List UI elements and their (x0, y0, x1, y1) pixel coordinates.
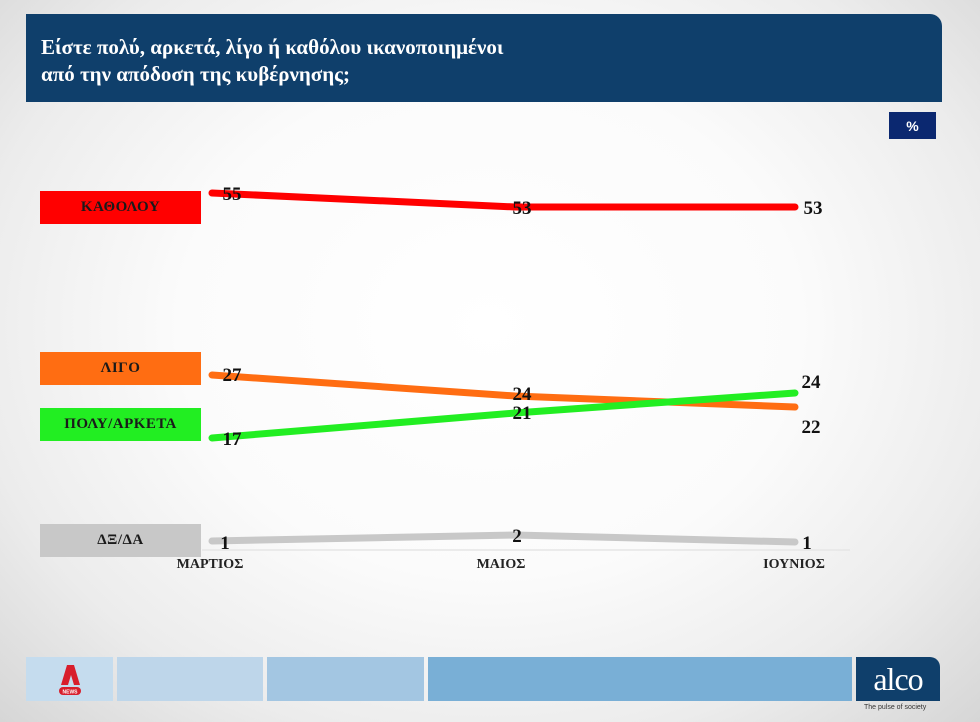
alco-logo: alco (856, 657, 940, 701)
alpha-news-logo: NEWS (26, 657, 113, 701)
value-label: 17 (222, 429, 242, 450)
x-tick-label: ΙΟΥΝΙΟΣ (763, 557, 825, 572)
question-title-line-1: Είστε πολύ, αρκετά, λίγο ή καθόλου ικανο… (41, 35, 504, 59)
legend-poly-arketa: ΠΟΛΥ/ΑΡΚΕΤΑ (40, 408, 201, 441)
series-line-poly-arketa (208, 389, 799, 442)
legend-kathOlou: ΚΑΘΟΛΟΥ (40, 191, 201, 224)
value-label: 2 (512, 526, 522, 547)
question-title-line-2: από την απόδοση της κυβέρνησης; (41, 62, 350, 86)
value-label: 55 (222, 184, 242, 205)
alco-tagline: The pulse of society (864, 704, 927, 711)
value-label: 22 (801, 417, 821, 438)
footer-band-1 (117, 657, 263, 701)
x-tick-label: ΜΑΙΟΣ (476, 557, 526, 572)
footer-band-3 (428, 657, 852, 701)
series-line-dx-da (208, 531, 799, 546)
legend-ligo: ΛΙΓΟ (40, 352, 201, 385)
value-label: 27 (222, 365, 242, 386)
series-line-kathOlou (208, 189, 799, 211)
value-label: 53 (512, 198, 532, 219)
value-label: 24 (801, 372, 821, 393)
value-label: 53 (803, 198, 823, 219)
value-label: 21 (512, 403, 532, 424)
svg-text:NEWS: NEWS (62, 690, 78, 696)
legend-dx-da: ΔΞ/ΔΑ (40, 524, 201, 557)
question-title-bar: Είστε πολύ, αρκετά, λίγο ή καθόλου ικανο… (26, 14, 942, 102)
x-tick-label: ΜΑΡΤΙΟΣ (176, 557, 244, 572)
footer-band-2 (267, 657, 424, 701)
value-label: 1 (802, 533, 812, 554)
value-label: 1 (220, 533, 230, 554)
value-label: 24 (512, 384, 532, 405)
percent-unit-badge: % (889, 112, 936, 139)
alpha-news-icon: NEWS (58, 665, 81, 696)
series-line-ligo (208, 371, 799, 411)
